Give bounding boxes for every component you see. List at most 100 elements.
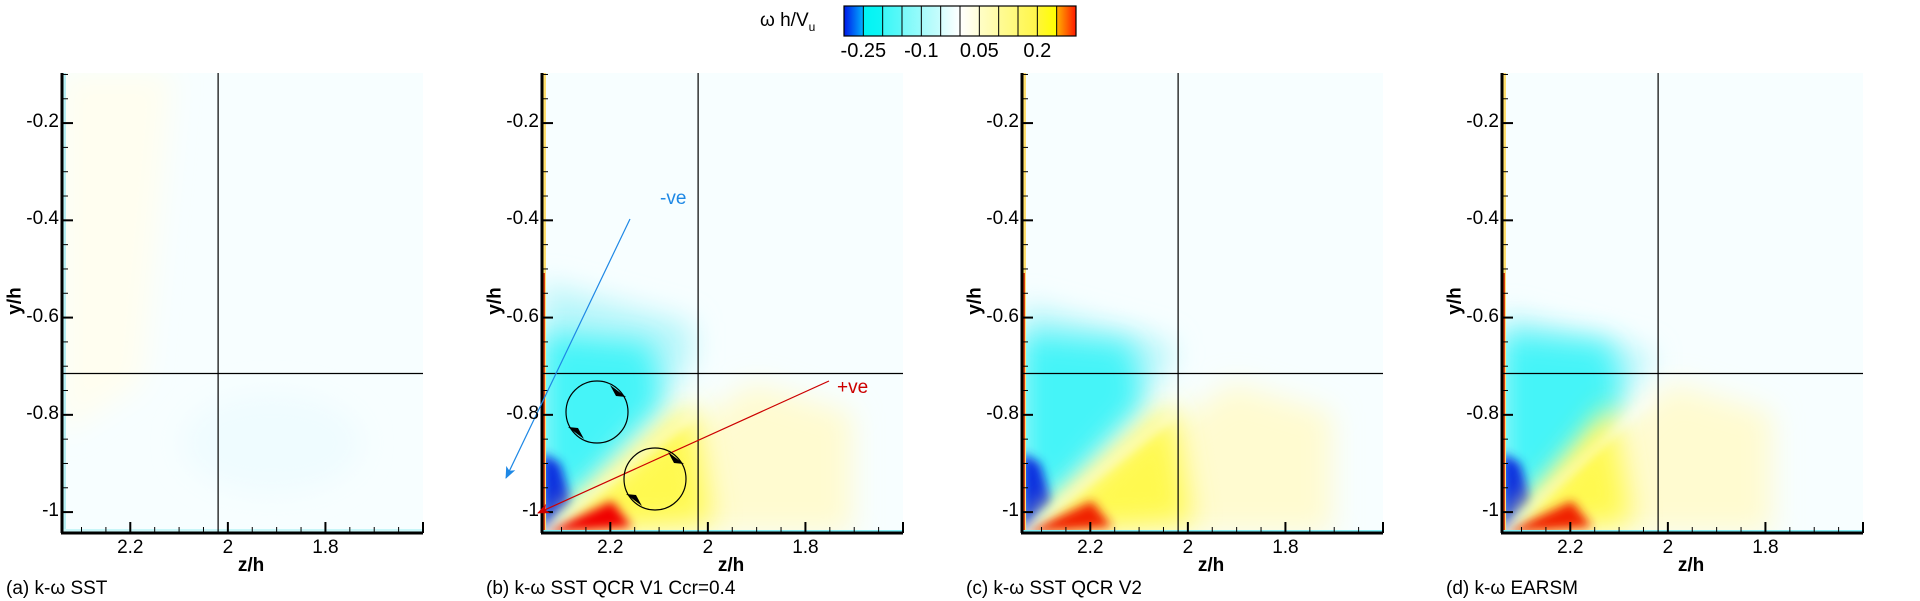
- colorbar-band: [960, 6, 980, 36]
- x-axis-label: z/h: [1677, 555, 1705, 576]
- plot-area-a: [60, 73, 424, 535]
- y-tick-label: -0.8: [1466, 402, 1499, 424]
- y-tick-label: -0.2: [26, 111, 59, 133]
- positive-vortex: [548, 403, 712, 533]
- y-axis-label: y/h: [964, 287, 986, 315]
- panel-caption: (c) k-ω SST QCR V2: [966, 578, 1143, 599]
- negative-vortex: [542, 333, 662, 533]
- colorbar-tick-label: -0.25: [840, 40, 887, 62]
- y-tick-label: -0.8: [986, 402, 1019, 424]
- colorbar-band: [979, 6, 999, 36]
- y-axis-label: y/h: [4, 287, 26, 315]
- colorbar-title-subscript: u: [808, 20, 816, 34]
- weak-negative-region: [182, 393, 362, 493]
- y-tick-label: -0.8: [506, 402, 539, 424]
- colorbar-tick-label: 0.05: [959, 40, 999, 62]
- x-axis-label: z/h: [717, 555, 745, 576]
- x-axis-label: z/h: [1197, 555, 1225, 576]
- negative-vortex: [1022, 333, 1142, 533]
- x-tick-label: 1.8: [1272, 537, 1299, 558]
- negative-vortex-label: -ve: [660, 188, 687, 209]
- vorticity-field: [1022, 73, 1383, 533]
- negative-vortex-arrow: [505, 218, 631, 479]
- y-tick-label: -0.4: [506, 208, 539, 230]
- colorbar-band: [1018, 6, 1038, 36]
- y-axis-label: y/h: [1444, 287, 1466, 315]
- x-tick-label: 2: [702, 537, 714, 558]
- y-tick-label: -0.4: [26, 208, 59, 230]
- colorbar-band: [921, 6, 941, 36]
- x-tick-label: 2: [222, 537, 234, 558]
- panel-b: -0.2 -0.4 -0.6 -0.8 -1 2.2 2 1.8 z/h y/h (b) k-ω S…: [480, 0, 960, 601]
- colorbar-band: [940, 6, 960, 36]
- y-tick-label: -0.6: [506, 305, 539, 327]
- y-tick-label: -0.6: [1466, 305, 1499, 327]
- colorbar-band: [902, 6, 922, 36]
- x-tick-label: 2.2: [1077, 537, 1104, 558]
- y-tick-label: -0.6: [26, 305, 59, 327]
- vorticity-field: [62, 73, 423, 533]
- panel-caption: (d) k-ω EARSM: [1446, 578, 1579, 599]
- y-tick-label: -0.2: [1466, 111, 1499, 133]
- positive-vortex-label: +ve: [837, 377, 869, 398]
- circulation-arrowhead: [626, 494, 642, 506]
- x-tick-label: 2.2: [117, 537, 144, 558]
- y-axis-label: y/h: [484, 287, 506, 315]
- vortex-annotations: [505, 218, 830, 514]
- x-tick-label: 2: [1662, 537, 1674, 558]
- zero-vorticity-line: [1022, 414, 1173, 533]
- colorbar-frame: [843, 5, 1077, 37]
- y-tick-label: -1: [1002, 500, 1019, 522]
- y-tick-label: -1: [42, 500, 59, 522]
- y-tick-label: -0.2: [986, 111, 1019, 133]
- x-tick-label: 1.8: [792, 537, 819, 558]
- colorbar-tick-label: -0.1: [904, 40, 939, 62]
- colorbar-title: ω h/Vu: [760, 10, 815, 34]
- panel-caption: (b) k-ω SST QCR V1 Ccr=0.4: [486, 578, 736, 599]
- y-tick-label: -0.4: [1466, 208, 1499, 230]
- colorbar: [843, 5, 1077, 37]
- plot-area-d: [1500, 73, 1864, 535]
- zero-vorticity-line: [1502, 396, 1654, 533]
- y-tick-label: -0.4: [986, 208, 1019, 230]
- x-tick-label: 1.8: [312, 537, 339, 558]
- y-tick-label: -0.6: [986, 305, 1019, 327]
- x-tick-label: 2: [1182, 537, 1194, 558]
- colorbar-tick-label: 0.2: [1023, 40, 1052, 62]
- x-tick-label: 1.8: [1752, 537, 1779, 558]
- y-tick-label: -0.2: [506, 111, 539, 133]
- y-tick-label: -1: [1482, 500, 1499, 522]
- y-tick-label: -1: [522, 500, 539, 522]
- plot-area-c: [1020, 73, 1384, 535]
- colorbar-band: [998, 6, 1018, 36]
- circulation-arrowhead: [668, 452, 684, 464]
- plot-area-b: [505, 73, 904, 535]
- vorticity-field: [542, 73, 903, 533]
- colorbar-title-main: ω h/V: [760, 10, 809, 31]
- panel-caption: (a) k-ω SST: [6, 578, 108, 599]
- panel-c: -0.2 -0.4 -0.6 -0.8 -1 2.2 2 1.8 z/h y/h (c) k-ω S…: [960, 0, 1440, 601]
- wall-layer: [62, 73, 66, 533]
- y-tick-label: -0.8: [26, 402, 59, 424]
- panel-d: -0.2 -0.4 -0.6 -0.8 -1 2.2 2 1.8 z/h y/h (d) k-ω E…: [1440, 0, 1920, 601]
- colorbar-band: [844, 6, 864, 36]
- x-tick-label: 2.2: [597, 537, 624, 558]
- x-tick-label: 2.2: [1557, 537, 1584, 558]
- zero-vorticity-line: [542, 414, 693, 533]
- colorbar-band: [1056, 6, 1076, 36]
- x-axis-label: z/h: [237, 555, 265, 576]
- colorbar-band: [863, 6, 883, 36]
- negative-vortex: [1502, 333, 1622, 533]
- colorbar-band: [1037, 6, 1057, 36]
- positive-vortex-arrow: [537, 380, 830, 514]
- positive-vortex: [1028, 403, 1192, 533]
- colorbar-band: [882, 6, 902, 36]
- negative-circulation-circle: [565, 380, 629, 444]
- circulation-arrowhead: [568, 427, 584, 439]
- weak-positive-region: [62, 73, 172, 433]
- circulation-arrowhead: [610, 385, 626, 397]
- positive-circulation-circle: [623, 447, 687, 511]
- panel-a: -0.2 -0.4 -0.6 -0.8 -1 2.2 2 1.8 z/h y/h (a) k-ω S…: [0, 0, 480, 601]
- vorticity-field: [1502, 73, 1863, 533]
